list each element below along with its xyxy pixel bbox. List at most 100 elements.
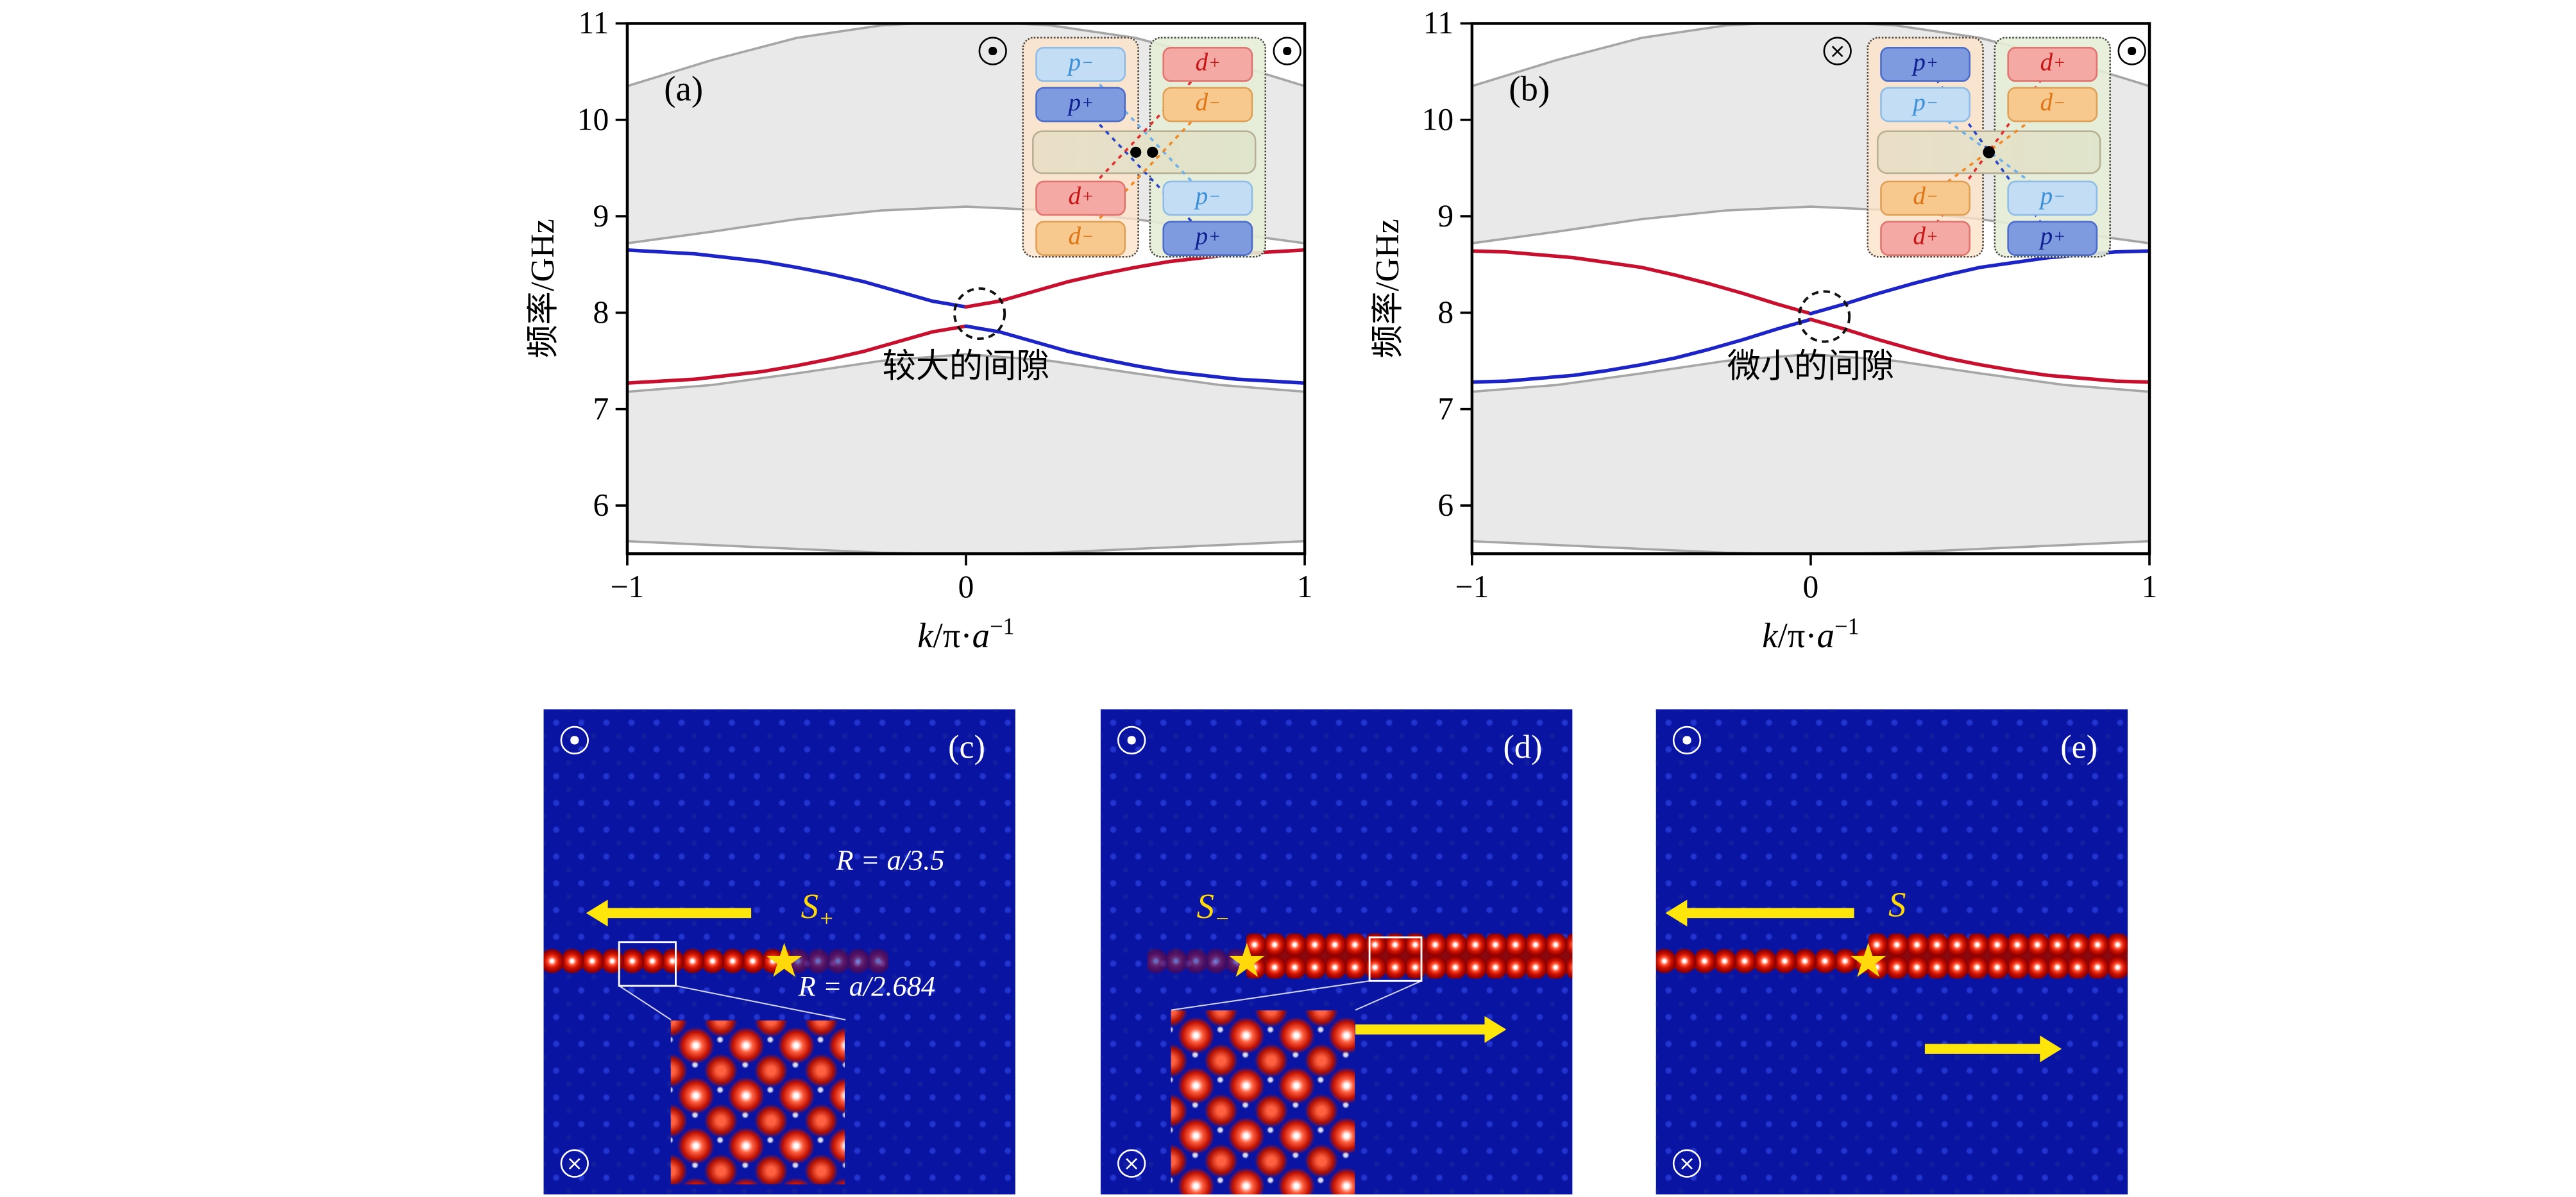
field-map-panel-c: × (c) R = a/3.5 R = a/2.684 ★ S+ — [543, 709, 1015, 1194]
y-tick-label: 7 — [1437, 391, 1453, 426]
orbital-inversion-inset: × p + p − d − d + d + d − p − p + — [1820, 27, 2155, 268]
edge-state-lower-left — [627, 324, 968, 385]
orbital-chip-dplus: d + — [1880, 221, 1970, 256]
spin-out-icon — [1672, 726, 1702, 755]
spin-in-icon: × — [1823, 37, 1852, 65]
x-tick-label: 0 — [958, 569, 974, 604]
spin-out-icon — [978, 37, 1007, 65]
radius-label: R = a/3.5 — [835, 844, 944, 876]
waveguide-field-stripe — [788, 949, 888, 974]
edge-state-lower-right — [964, 324, 1305, 385]
arrow-head — [2040, 1035, 2062, 1062]
y-tick-label: 9 — [593, 198, 609, 233]
edge-state-upper-left — [627, 248, 968, 309]
gap-circle — [1797, 290, 1851, 343]
zoom-source-box — [618, 941, 677, 987]
field-panel-overlay: ★S — [1665, 885, 2062, 1062]
arrow-head — [1665, 899, 1688, 927]
orbital-chip-pplus: p + — [1880, 47, 1970, 82]
orbital-chip-pminus: p − — [1162, 180, 1253, 216]
spin-out-icon — [1117, 726, 1146, 755]
panel-label: (e) — [2060, 729, 2098, 767]
field-zoom-inset — [671, 1019, 846, 1185]
orbital-chip-dminus: d − — [1880, 180, 1970, 216]
spin-in-icon: × — [560, 1149, 589, 1178]
band-structure-panel-a: 6 7 8 9 10 11 −1 0 1 频率/GHz k/π·a−1 (a) 较大的间隙 p − p + d + d… — [527, 0, 1330, 666]
band-structure-panel-b: 6 7 8 9 10 11 −1 0 1 频率/GHz k/π·a−1 (b) 微小的间隙 × p + p − d −… — [1371, 0, 2174, 666]
radius-label: R = a/2.684 — [798, 970, 935, 1002]
waveguide-field-stripe — [1148, 949, 1247, 974]
panel-label: (a) — [664, 69, 703, 108]
source-label: S — [1888, 885, 1906, 924]
x-axis-label: k/π·a−1 — [917, 613, 1015, 655]
gap-label: 较大的间隙 — [883, 348, 1050, 385]
field-zoom-inset — [1171, 1010, 1356, 1194]
lower-bulk-band — [627, 353, 1305, 554]
gap-label: 微小的间隙 — [1727, 348, 1895, 385]
spin-in-icon: × — [1117, 1149, 1146, 1178]
orbital-chip-pminus: p − — [1880, 87, 1970, 123]
field-map-panel-e: × (e) ★ S — [1656, 709, 2128, 1194]
x-tick-label: 1 — [2142, 569, 2158, 604]
y-tick-label: 6 — [593, 488, 609, 523]
waveguide-field-stripe — [1246, 934, 1573, 980]
y-tick-label: 7 — [593, 391, 609, 426]
lower-bulk-band — [1471, 353, 2150, 554]
orbital-chip-dplus: d + — [2007, 47, 2098, 82]
x-tick-label: 1 — [1297, 569, 1313, 604]
edge-state-upper-left — [1471, 249, 1813, 316]
y-tick-label: 11 — [579, 5, 609, 40]
y-tick-label: 10 — [1422, 101, 1454, 137]
y-axis-label: 频率/GHz — [1371, 219, 1406, 358]
source-star: ★ — [763, 935, 805, 987]
edge-state-lower-left — [1471, 318, 1813, 384]
panel-label: (d) — [1503, 729, 1543, 767]
y-tick-label: 8 — [593, 294, 609, 330]
orbital-inversion-inset: p − p + d + d − d + d − p − p + — [975, 27, 1310, 268]
spin-in-icon: × — [1672, 1149, 1702, 1178]
x-tick-label: 0 — [1803, 569, 1819, 604]
field-map-panel-d: × (d) ★ S− — [1100, 709, 1573, 1194]
edge-state-lower-right — [1809, 318, 2150, 384]
orbital-chip-dminus: d − — [2007, 87, 2098, 123]
y-axis-label: 频率/GHz — [527, 219, 561, 358]
source-label: S− — [1197, 887, 1230, 931]
orbital-chip-pplus: p + — [1035, 87, 1126, 123]
orbital-chip-dplus: d + — [1035, 180, 1126, 216]
band-chart-b: 6 7 8 9 10 11 −1 0 1 频率/GHz k/π·a−1 (b) 微小的间隙 — [1371, 5, 2158, 655]
orbital-chip-dminus: d − — [1035, 221, 1126, 256]
source-star: ★ — [1847, 935, 1889, 987]
band-inversion-lines — [1924, 64, 2054, 239]
arrow-head — [1484, 1015, 1507, 1043]
orbital-chip-pplus: p + — [1162, 221, 1253, 256]
gap-circle — [953, 287, 1006, 340]
x-axis-label: k/π·a−1 — [1762, 613, 1860, 655]
band-inversion-lines — [1080, 64, 1209, 239]
waveguide-field-stripe — [543, 949, 789, 974]
waveguide-field-stripe — [1868, 934, 2128, 980]
arrow-head — [586, 899, 608, 927]
y-tick-label: 8 — [1437, 294, 1453, 330]
field-panel-overlay: R = a/3.5 R = a/2.684★S+ — [586, 844, 945, 1021]
orbital-chip-dplus: d + — [1162, 47, 1253, 82]
source-label: S+ — [801, 887, 835, 931]
orbital-chip-dminus: d − — [1162, 87, 1253, 123]
y-tick-label: 9 — [1437, 198, 1453, 233]
field-panel-overlay: ★S− — [1171, 887, 1507, 1043]
x-tick-label: −1 — [611, 569, 645, 604]
y-tick-label: 10 — [577, 101, 609, 137]
orbital-chip-pminus: p − — [1035, 47, 1126, 82]
zoom-source-box — [1368, 936, 1423, 982]
spin-out-icon — [2117, 37, 2146, 65]
panel-label: (b) — [1509, 69, 1550, 108]
panel-label: (c) — [948, 729, 985, 767]
y-tick-label: 6 — [1437, 488, 1453, 523]
orbital-chip-pminus: p − — [2007, 180, 2098, 216]
source-star: ★ — [1226, 935, 1267, 987]
orbital-chip-pplus: p + — [2007, 221, 2098, 256]
y-tick-label: 11 — [1423, 5, 1453, 40]
x-tick-label: −1 — [1455, 569, 1489, 604]
spin-out-icon — [1273, 37, 1301, 65]
spin-out-icon — [560, 726, 589, 755]
